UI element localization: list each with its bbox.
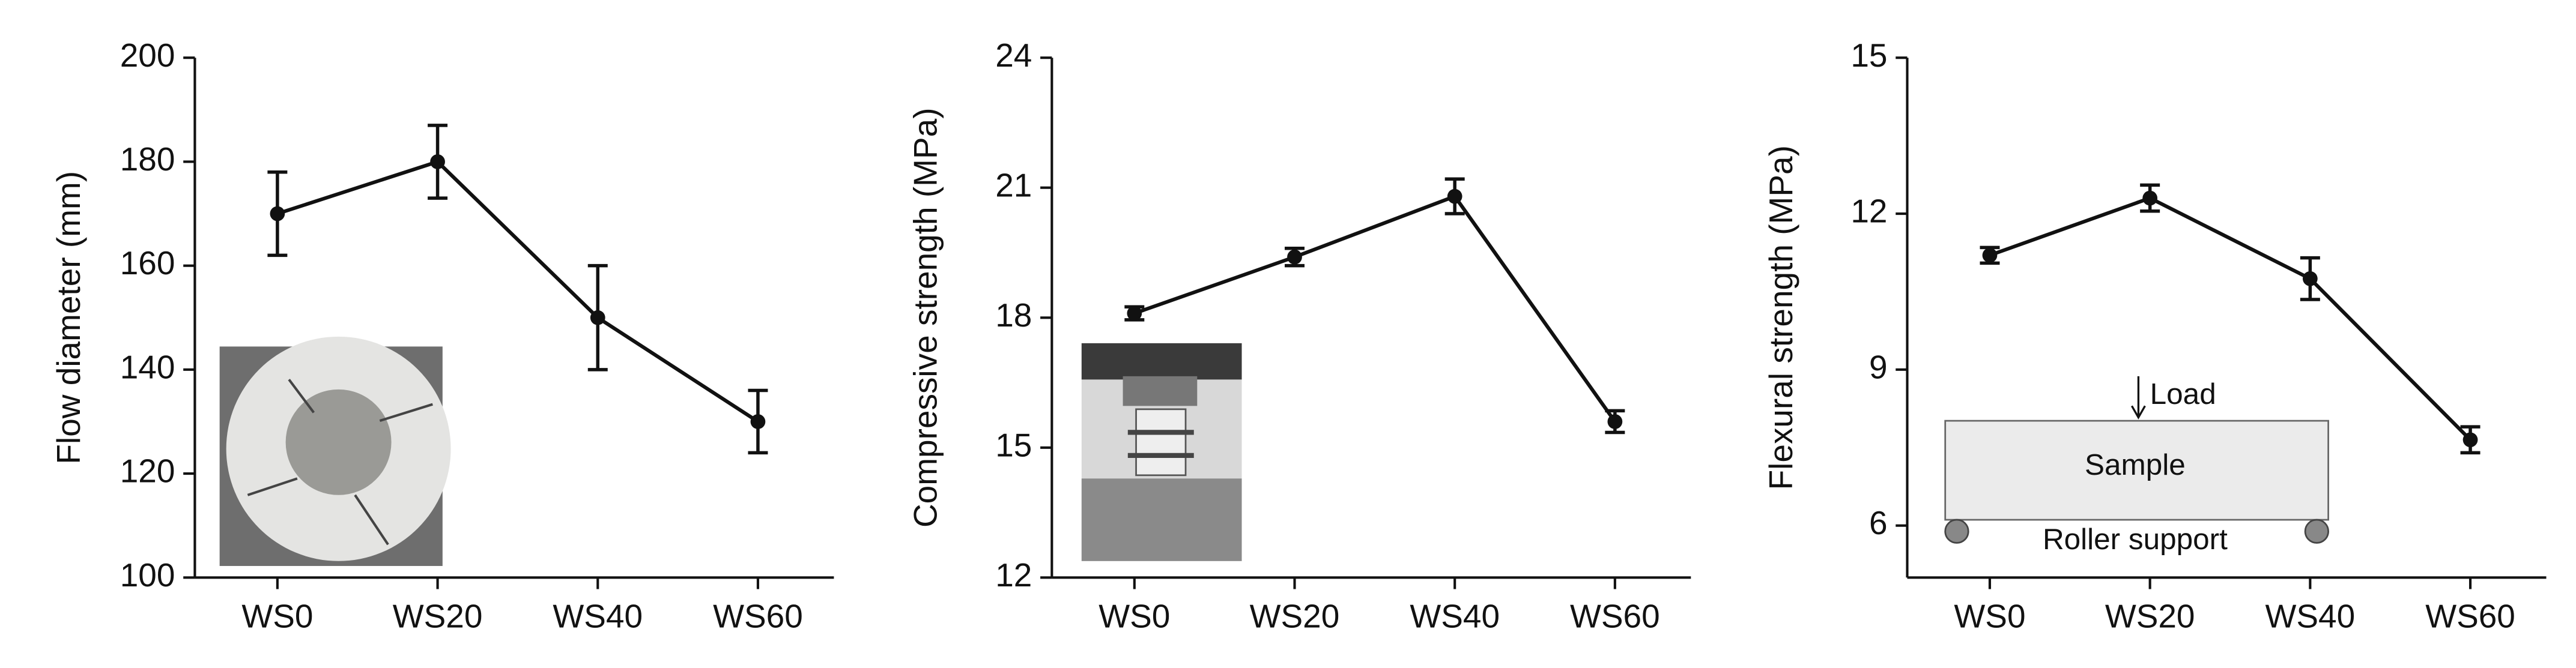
data-point xyxy=(2142,190,2158,206)
data-point xyxy=(750,414,766,429)
y-tick-label: 12 xyxy=(1850,193,1887,230)
data-point xyxy=(2302,271,2318,286)
y-axis-label: Flexural strength (MPa) xyxy=(1762,145,1799,490)
y-tick-label: 120 xyxy=(120,453,175,490)
annotation: Sample xyxy=(2085,448,2186,481)
flow-photo xyxy=(219,336,451,567)
x-tick-label: WS20 xyxy=(393,598,483,635)
y-tick-label: 140 xyxy=(120,348,175,385)
data-line xyxy=(1133,194,1617,423)
flexural-diagram xyxy=(1944,376,2329,544)
x-tick-label: WS40 xyxy=(1410,598,1500,635)
y-tick-label: 24 xyxy=(995,37,1032,74)
data-point xyxy=(1607,414,1623,429)
x-tick-label: WS0 xyxy=(1954,598,2025,635)
annotation: Load xyxy=(2150,378,2216,411)
y-tick-label: 18 xyxy=(995,296,1032,334)
data-point xyxy=(430,154,445,169)
x-tick-label: WS40 xyxy=(553,598,643,635)
annotation: Roller support xyxy=(2043,523,2228,556)
x-tick-label: WS0 xyxy=(1099,598,1170,635)
y-tick-label: 160 xyxy=(120,244,175,281)
data-point xyxy=(1982,247,1998,263)
x-tick-label: WS20 xyxy=(2105,598,2195,635)
data-line xyxy=(1989,196,2472,441)
y-tick-label: 6 xyxy=(1869,504,1888,541)
data-point xyxy=(1127,305,1142,321)
y-tick-label: 9 xyxy=(1869,348,1888,385)
y-tick-label: 180 xyxy=(120,140,175,178)
x-tick-label: WS60 xyxy=(1570,598,1660,635)
y-tick-label: 200 xyxy=(120,37,175,74)
x-tick-label: WS20 xyxy=(1250,598,1340,635)
x-tick-label: WS0 xyxy=(241,598,313,635)
y-axis-label: Flow diameter (mm) xyxy=(50,171,87,465)
compression-photo xyxy=(1081,343,1242,561)
data-point xyxy=(1287,249,1302,265)
data-line xyxy=(276,160,759,424)
data-point xyxy=(1447,188,1462,204)
data-point xyxy=(2462,432,2478,448)
x-tick-label: WS60 xyxy=(713,598,803,635)
y-tick-label: 21 xyxy=(995,166,1032,203)
y-tick-label: 15 xyxy=(995,426,1032,463)
y-tick-label: 12 xyxy=(995,556,1032,594)
data-point xyxy=(590,310,605,325)
y-tick-label: 15 xyxy=(1850,37,1887,74)
data-point xyxy=(270,206,285,221)
x-tick-label: WS60 xyxy=(2425,598,2515,635)
x-tick-label: WS40 xyxy=(2265,598,2356,635)
y-axis-label: Compressive strength (MPa) xyxy=(907,107,944,528)
y-tick-label: 100 xyxy=(120,556,175,594)
